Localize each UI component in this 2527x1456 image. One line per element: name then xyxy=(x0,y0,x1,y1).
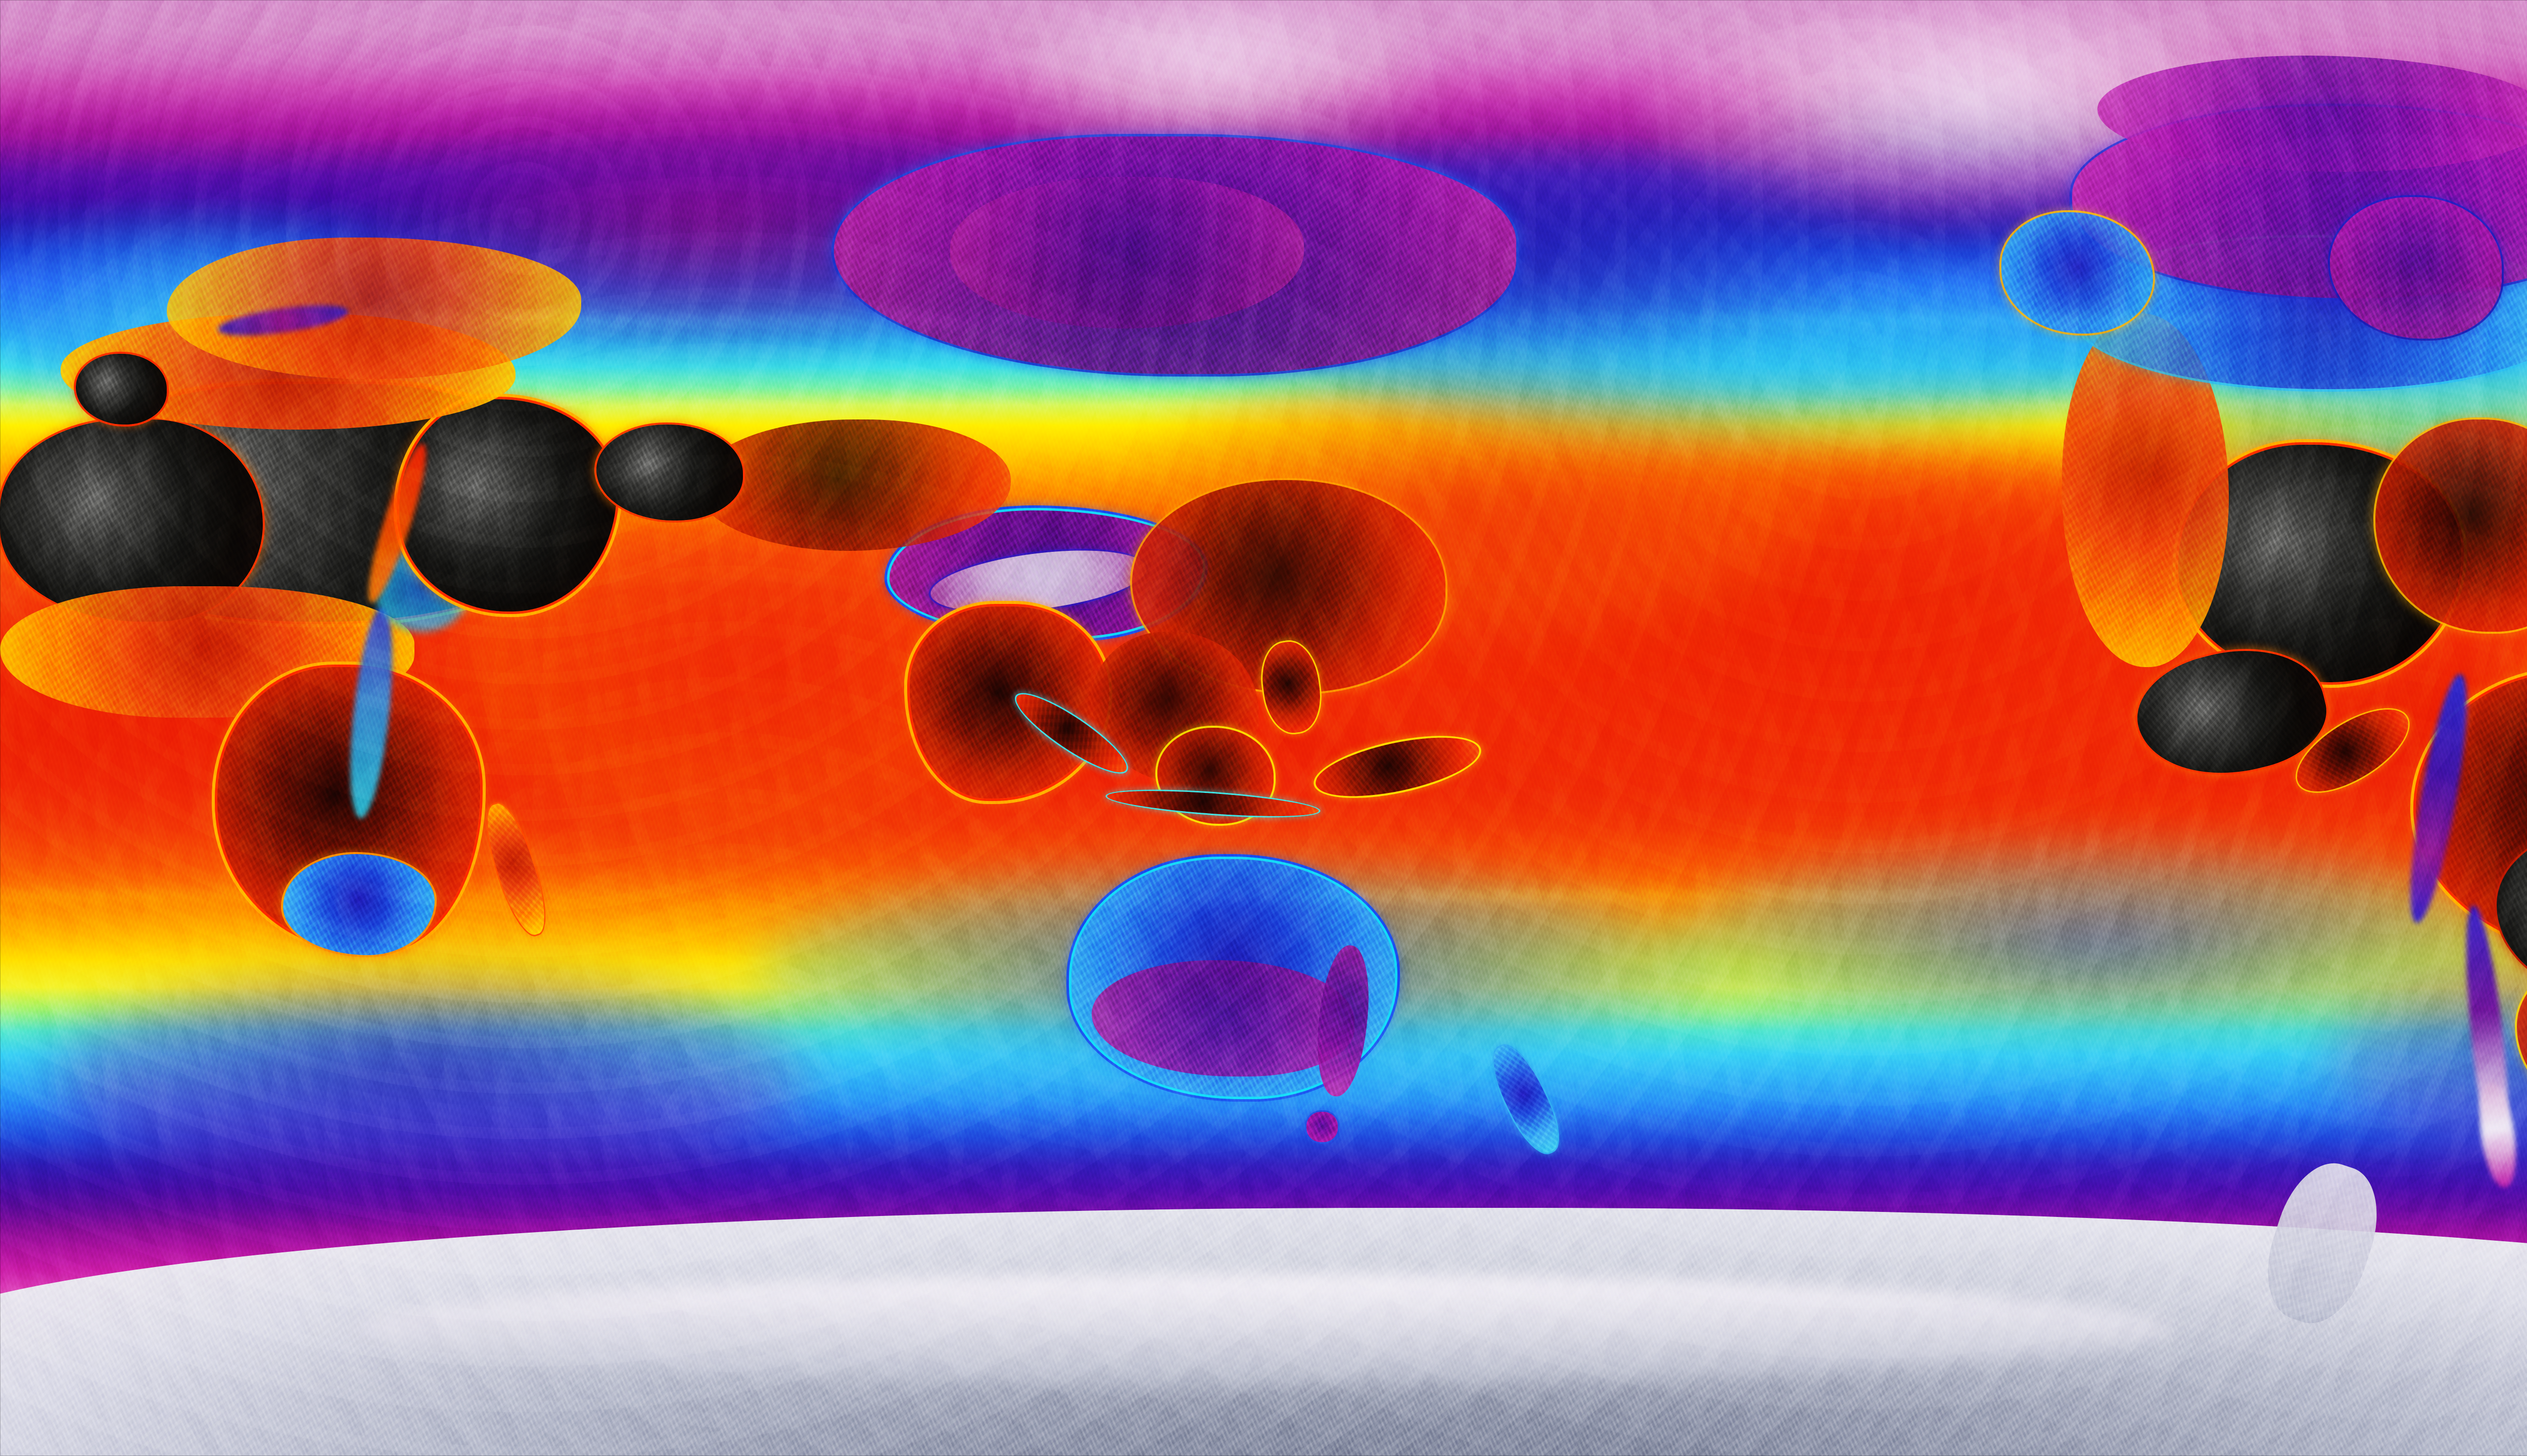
global-temperature-map xyxy=(0,0,2527,1456)
map-frame xyxy=(0,0,2527,1456)
